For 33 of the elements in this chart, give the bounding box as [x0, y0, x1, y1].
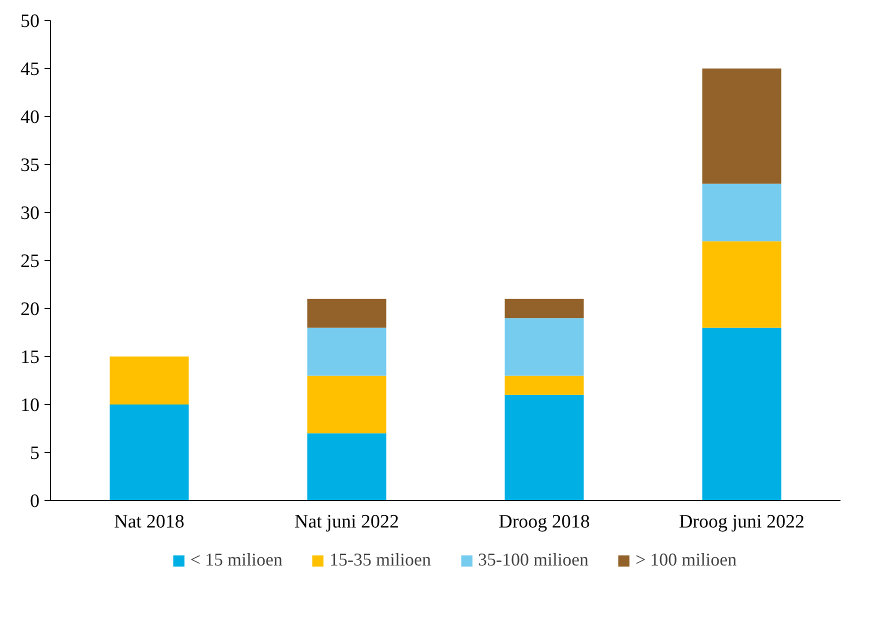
bar: [504, 318, 584, 376]
x-tick-label: Droog 2018: [498, 512, 590, 532]
bar: [702, 68, 782, 184]
bar: [110, 356, 189, 404]
y-tick-label: 35: [20, 155, 40, 176]
y-tick-label: 5: [30, 443, 40, 464]
bar: [702, 328, 782, 500]
x-tick-label: Nat 2018: [114, 512, 184, 532]
bar: [307, 433, 386, 500]
bar: [110, 404, 189, 500]
y-tick-label: 50: [20, 11, 40, 32]
bar: [702, 241, 782, 328]
bar: [504, 394, 584, 500]
bar: [504, 376, 584, 395]
bar: [307, 376, 386, 434]
bar: [307, 298, 386, 328]
y-tick-label: 0: [30, 491, 40, 512]
legend-label: < 15 milioen: [190, 550, 282, 570]
y-tick-label: 25: [20, 251, 40, 272]
y-tick-label: 30: [20, 203, 40, 224]
y-tick-label: 40: [20, 107, 40, 128]
y-tick-label: 15: [20, 347, 40, 368]
legend-label: 35-100 milioen: [478, 550, 588, 570]
bar: [307, 328, 386, 376]
x-tick-label: Nat juni 2022: [294, 512, 400, 532]
legend-label: 15-35 milioen: [330, 550, 431, 570]
x-tick-label: Droog juni 2022: [678, 512, 805, 532]
y-tick-label: 45: [20, 59, 40, 80]
bar: [504, 298, 584, 318]
legend-label: > 100 milioen: [636, 550, 737, 570]
y-tick-label: 20: [20, 299, 40, 320]
bar: [702, 184, 782, 242]
y-tick-label: 10: [20, 395, 40, 416]
